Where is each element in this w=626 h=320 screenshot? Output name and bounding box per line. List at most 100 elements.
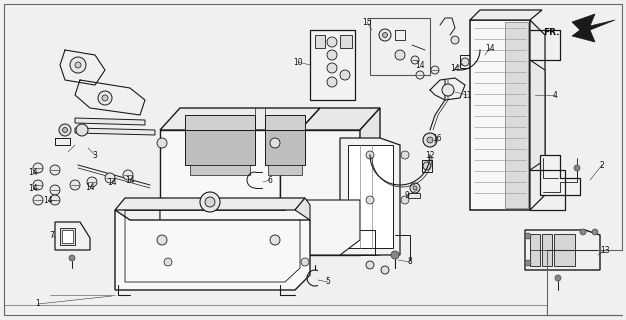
Polygon shape (60, 228, 75, 245)
Polygon shape (115, 198, 305, 210)
Circle shape (270, 235, 280, 245)
Circle shape (157, 138, 167, 148)
Text: 14: 14 (85, 182, 95, 191)
Polygon shape (185, 115, 255, 130)
Circle shape (327, 77, 337, 87)
Polygon shape (160, 108, 320, 130)
Circle shape (401, 151, 409, 159)
Circle shape (33, 195, 43, 205)
Circle shape (70, 57, 86, 73)
Circle shape (157, 235, 167, 245)
Circle shape (525, 233, 531, 239)
Text: 13: 13 (600, 245, 610, 254)
Circle shape (395, 50, 405, 60)
Circle shape (205, 197, 215, 207)
Circle shape (105, 173, 115, 183)
Circle shape (382, 33, 387, 37)
Circle shape (102, 95, 108, 101)
Circle shape (87, 177, 97, 187)
Polygon shape (75, 128, 155, 135)
Polygon shape (340, 35, 352, 48)
Polygon shape (408, 193, 420, 198)
Polygon shape (185, 130, 255, 165)
Polygon shape (542, 234, 552, 266)
Circle shape (592, 229, 598, 235)
Polygon shape (470, 20, 530, 210)
Polygon shape (55, 222, 90, 250)
Text: 14: 14 (125, 175, 135, 185)
Circle shape (50, 195, 60, 205)
Circle shape (270, 138, 280, 148)
Text: 14: 14 (415, 60, 425, 69)
Text: 1: 1 (36, 300, 40, 308)
Text: FR.: FR. (543, 28, 560, 36)
Circle shape (164, 258, 172, 266)
Polygon shape (554, 234, 575, 266)
Text: 8: 8 (408, 258, 413, 267)
Circle shape (427, 137, 433, 143)
Polygon shape (540, 155, 580, 195)
Polygon shape (160, 200, 360, 255)
Text: 3: 3 (93, 150, 98, 159)
Circle shape (574, 165, 580, 171)
Text: 15: 15 (362, 18, 372, 27)
Text: 12: 12 (425, 150, 434, 159)
Circle shape (366, 261, 374, 269)
Circle shape (301, 258, 309, 266)
Text: 14: 14 (28, 183, 38, 193)
Text: 6: 6 (267, 175, 272, 185)
Polygon shape (505, 22, 528, 208)
Circle shape (423, 162, 431, 170)
Polygon shape (62, 230, 73, 243)
Circle shape (366, 151, 374, 159)
Text: 14: 14 (485, 44, 495, 52)
Circle shape (33, 163, 43, 173)
Text: 11: 11 (462, 91, 472, 100)
Polygon shape (530, 234, 540, 266)
Polygon shape (315, 35, 325, 48)
Polygon shape (572, 14, 615, 42)
Circle shape (416, 71, 424, 79)
Polygon shape (300, 108, 380, 130)
Circle shape (50, 165, 60, 175)
Circle shape (327, 37, 337, 47)
Polygon shape (470, 10, 542, 20)
Circle shape (70, 180, 80, 190)
Polygon shape (530, 60, 545, 170)
Polygon shape (530, 20, 545, 210)
Polygon shape (265, 130, 305, 165)
Circle shape (123, 170, 133, 180)
Polygon shape (160, 130, 280, 255)
Circle shape (461, 58, 469, 66)
Circle shape (327, 63, 337, 73)
Circle shape (98, 91, 112, 105)
Text: 14: 14 (107, 178, 117, 187)
Polygon shape (360, 108, 380, 232)
Polygon shape (525, 230, 600, 270)
Polygon shape (348, 145, 393, 248)
Circle shape (76, 124, 88, 136)
Text: 14: 14 (43, 196, 53, 204)
Polygon shape (268, 165, 302, 175)
Circle shape (33, 180, 43, 190)
Circle shape (327, 50, 337, 60)
Text: 9: 9 (404, 190, 409, 199)
Circle shape (431, 66, 439, 74)
Polygon shape (422, 160, 432, 172)
Circle shape (423, 133, 437, 147)
Circle shape (366, 196, 374, 204)
Polygon shape (190, 165, 250, 175)
Polygon shape (115, 210, 310, 290)
Circle shape (555, 275, 561, 281)
Text: 16: 16 (432, 133, 442, 142)
Polygon shape (340, 138, 400, 255)
Circle shape (401, 196, 409, 204)
Circle shape (525, 260, 531, 266)
Text: 5: 5 (326, 277, 331, 286)
Circle shape (580, 229, 586, 235)
Circle shape (391, 251, 399, 259)
Polygon shape (280, 130, 360, 255)
Text: 7: 7 (49, 230, 54, 239)
Text: 2: 2 (600, 161, 604, 170)
Polygon shape (75, 118, 145, 125)
